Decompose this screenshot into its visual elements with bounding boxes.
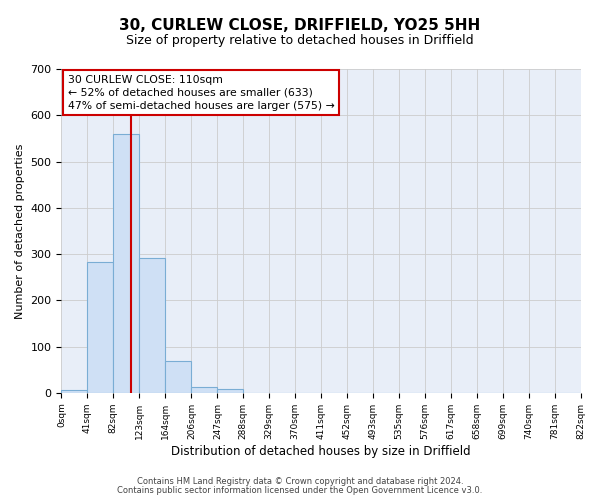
- Text: Contains HM Land Registry data © Crown copyright and database right 2024.: Contains HM Land Registry data © Crown c…: [137, 477, 463, 486]
- Text: Size of property relative to detached houses in Driffield: Size of property relative to detached ho…: [126, 34, 474, 47]
- X-axis label: Distribution of detached houses by size in Driffield: Distribution of detached houses by size …: [171, 444, 471, 458]
- Text: 30, CURLEW CLOSE, DRIFFIELD, YO25 5HH: 30, CURLEW CLOSE, DRIFFIELD, YO25 5HH: [119, 18, 481, 32]
- Bar: [165, 362, 191, 393]
- Bar: [217, 389, 243, 393]
- Bar: [139, 258, 165, 393]
- Bar: [87, 262, 113, 393]
- Text: Contains public sector information licensed under the Open Government Licence v3: Contains public sector information licen…: [118, 486, 482, 495]
- Text: 30 CURLEW CLOSE: 110sqm
← 52% of detached houses are smaller (633)
47% of semi-d: 30 CURLEW CLOSE: 110sqm ← 52% of detache…: [68, 74, 334, 111]
- Y-axis label: Number of detached properties: Number of detached properties: [15, 143, 25, 318]
- Bar: [191, 387, 217, 393]
- Bar: [113, 134, 139, 393]
- Bar: [61, 390, 87, 393]
